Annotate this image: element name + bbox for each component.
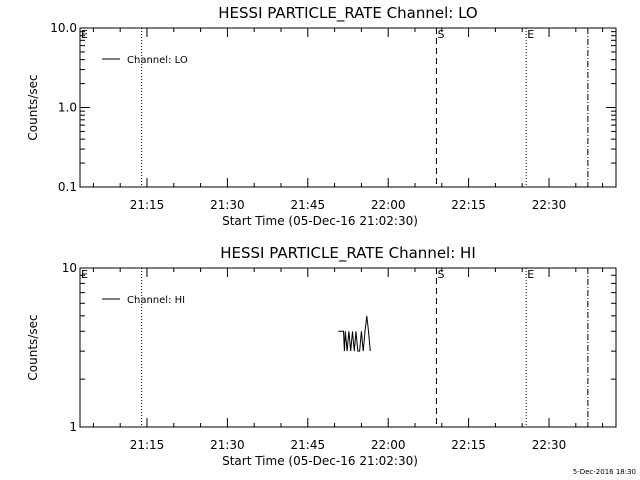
event-marker-label: E (527, 268, 534, 281)
event-marker-label: S (437, 268, 444, 281)
x-tick-label: 21:30 (210, 198, 245, 212)
event-marker-label: S (437, 28, 444, 41)
y-axis-label: Counts/sec (26, 314, 40, 380)
x-tick-label: 22:30 (532, 438, 567, 452)
y-tick-label: 10 (62, 261, 77, 275)
legend-entry: Channel: HI (127, 295, 185, 306)
plot-frame (79, 27, 617, 188)
footer-timestamp: 5-Dec-2016 18:30 (573, 468, 636, 476)
y-tick-label: 10.0 (50, 21, 77, 35)
chart-title: HESSI PARTICLE_RATE Channel: LO (218, 4, 477, 23)
x-tick-label: 21:15 (130, 438, 165, 452)
x-tick-label: 22:15 (451, 198, 486, 212)
event-marker-label: E (81, 28, 88, 41)
x-tick-label: 21:45 (291, 438, 326, 452)
y-tick-label: 0.1 (58, 180, 77, 194)
x-tick-label: 22:00 (371, 198, 406, 212)
x-tick-label: 21:45 (291, 198, 326, 212)
x-tick-label: 22:30 (532, 198, 567, 212)
chart-title: HESSI PARTICLE_RATE Channel: HI (220, 244, 476, 263)
x-tick-label: 21:30 (210, 438, 245, 452)
series-line-channel-hi (338, 315, 371, 352)
x-axis-label: Start Time (05-Dec-16 21:02:30) (222, 214, 418, 228)
legend-entry: Channel: LO (127, 55, 188, 66)
x-tick-label: 22:00 (371, 438, 406, 452)
y-axis-label: Counts/sec (26, 74, 40, 140)
x-tick-label: 21:15 (130, 198, 165, 212)
plot-frame (79, 267, 617, 428)
event-marker-label: E (527, 28, 534, 41)
x-tick-label: 22:15 (451, 438, 486, 452)
y-tick-label: 1.0 (58, 101, 77, 115)
y-tick-label: 1 (69, 420, 77, 434)
event-marker-label: E (81, 268, 88, 281)
x-axis-label: Start Time (05-Dec-16 21:02:30) (222, 454, 418, 468)
